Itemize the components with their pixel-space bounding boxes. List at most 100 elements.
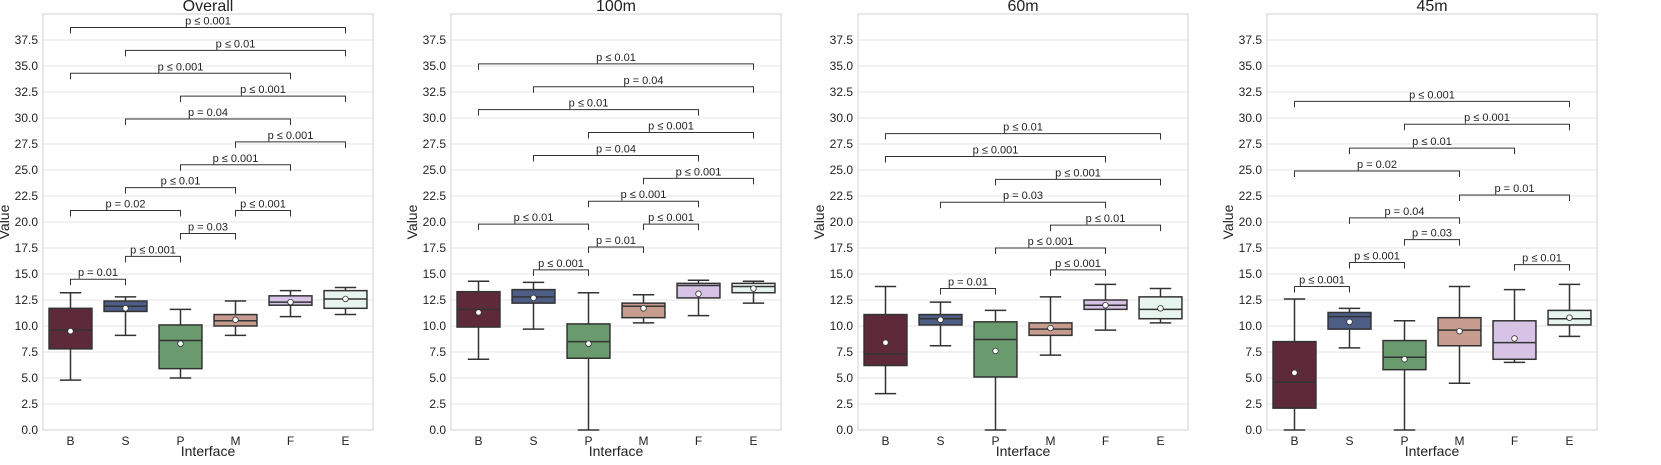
box-mean-marker [232,316,239,323]
x-tick-label: P [176,434,184,448]
y-tick-label: 10.0 [15,319,39,333]
significance-annotation: p ≤ 0.01 [1050,213,1161,232]
box-f [268,289,313,318]
y-tick-label: 17.5 [423,241,447,255]
x-tick-label: M [1455,434,1465,448]
significance-bracket [995,247,1106,254]
significance-bracket [478,109,699,116]
significance-bracket [70,72,291,80]
y-tick-label: 25.0 [830,163,854,177]
significance-label: p ≤ 0.01 [1522,253,1562,265]
significance-label: p = 0.01 [596,235,636,247]
significance-label: p = 0.03 [1003,190,1043,202]
y-tick-label: 20.0 [423,215,447,229]
significance-label: p = 0.04 [596,143,636,155]
significance-label: p ≤ 0.01 [216,38,256,50]
chart-title: 45m [1416,0,1447,15]
y-tick-label: 35.0 [830,59,854,73]
significance-annotation: p = 0.03 [180,221,236,240]
significance-label: p ≤ 0.01 [1086,213,1126,225]
significance-label: p = 0.02 [105,199,145,211]
plot-frame [1266,13,1598,431]
significance-annotation: p ≤ 0.001 [643,212,699,231]
y-tick-label: 30.0 [1239,111,1263,125]
significance-bracket [235,141,346,148]
box-mean-marker [1157,305,1164,312]
box-mean-marker [1511,335,1518,342]
significance-label: p = 0.04 [623,75,663,87]
y-tick-label: 10.0 [1239,319,1263,333]
box-mean-marker [475,309,482,316]
y-axis-label: Value [1220,204,1236,239]
box-mean-marker [287,298,294,306]
box-mean-marker [640,305,647,312]
significance-bracket [125,255,181,263]
y-tick-label: 0.0 [1245,423,1262,437]
box-s [918,301,963,347]
box-p [158,308,203,379]
box-mean-marker [585,340,592,347]
significance-bracket [588,132,754,139]
y-tick-label: 7.5 [836,345,853,359]
y-tick-label: 32.5 [1239,85,1263,99]
significance-label: p ≤ 0.001 [1409,89,1455,101]
significance-bracket [643,177,754,185]
y-tick-label: 37.5 [830,33,854,47]
significance-annotation: p ≤ 0.001 [643,166,754,185]
significance-annotation: p ≤ 0.001 [125,244,181,263]
significance-bracket [235,210,291,217]
significance-bracket [1294,285,1350,293]
y-tick-label: 5.0 [1245,371,1262,385]
y-tick-label: 15.0 [423,267,447,281]
significance-bracket [1349,217,1460,224]
significance-annotation: p ≤ 0.001 [885,144,1106,163]
y-tick-label: 20.0 [15,215,39,229]
significance-annotation: p = 0.01 [70,267,126,286]
significance-label: p ≤ 0.01 [1412,136,1452,148]
y-tick-label: 32.5 [830,85,854,99]
box-b [1272,298,1317,431]
significance-label: p = 0.04 [1384,206,1424,218]
significance-label: p ≤ 0.001 [130,244,176,256]
significance-bracket [643,223,699,231]
significance-annotation: p ≤ 0.001 [1050,258,1106,276]
x-tick-label: S [936,434,944,448]
chart-title: 100m [596,0,636,15]
significance-annotation: p ≤ 0.01 [885,122,1161,140]
significance-label: p ≤ 0.01 [1003,122,1043,134]
significance-bracket [70,278,126,286]
x-tick-label: M [1046,434,1056,448]
significance-bracket [1514,264,1570,271]
y-tick-label: 22.5 [423,189,447,203]
y-tick-label: 22.5 [830,189,854,203]
significance-bracket [533,154,699,162]
significance-label: p ≤ 0.001 [973,144,1019,156]
y-tick-label: 17.5 [830,241,854,255]
x-tick-label: S [529,434,537,448]
y-tick-label: 17.5 [15,241,39,255]
box-e [323,286,368,316]
significance-label: p ≤ 0.01 [569,98,609,110]
significance-label: p ≤ 0.001 [1354,251,1400,263]
y-tick-label: 12.5 [423,293,447,307]
x-tick-label: E [1156,434,1164,448]
significance-label: p ≤ 0.001 [240,199,286,211]
significance-bracket [70,27,346,34]
y-tick-label: 35.0 [15,59,39,73]
significance-bracket [995,178,1161,186]
y-tick-label: 20.0 [830,215,854,229]
box-mean-marker [1566,314,1573,321]
y-tick-label: 15.0 [15,267,39,281]
significance-bracket [478,63,754,70]
y-tick-label: 10.0 [830,319,854,333]
x-tick-label: M [639,434,649,448]
significance-bracket [533,86,754,93]
significance-label: p = 0.01 [78,267,118,279]
y-tick-label: 5.0 [21,371,38,385]
significance-annotation: p ≤ 0.001 [1349,251,1405,269]
significance-annotation: p ≤ 0.01 [478,52,754,70]
significance-annotation: p ≤ 0.001 [235,199,291,217]
plot-frame [857,13,1189,431]
box-s [103,296,148,337]
